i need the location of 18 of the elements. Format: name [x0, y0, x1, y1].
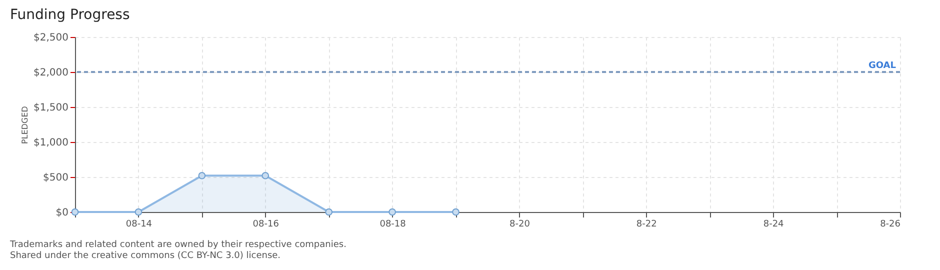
- x-tick-label: 8-26: [880, 220, 901, 230]
- x-tick-label: 08-14: [126, 220, 152, 230]
- ref-line-label: GOAL: [868, 61, 896, 71]
- text: Shared under the creative commons (CC BY-NC 3.0) license.: [10, 251, 281, 261]
- x-tick-label: 8-24: [763, 220, 784, 230]
- x-tick-label: 8-22: [636, 220, 657, 230]
- y-tick-label: $0: [56, 208, 68, 218]
- x-tick-label: 8-20: [510, 220, 530, 230]
- y-tick-label: $500: [43, 172, 68, 184]
- text: Trademarks and related content are owned by their respective companies.: [9, 240, 346, 250]
- chart-title: Funding Progress: [10, 7, 130, 23]
- y-axis-title: PLEDGED: [20, 106, 30, 144]
- x-tick-label: 08-16: [252, 220, 280, 230]
- y-tick-label: $2,000: [34, 68, 68, 78]
- y-tick-label: $2,500: [34, 32, 68, 44]
- x-tick-label: 08-18: [380, 220, 406, 230]
- y-tick-label: $1,500: [34, 102, 68, 114]
- y-tick-label: $1,000: [34, 138, 68, 148]
